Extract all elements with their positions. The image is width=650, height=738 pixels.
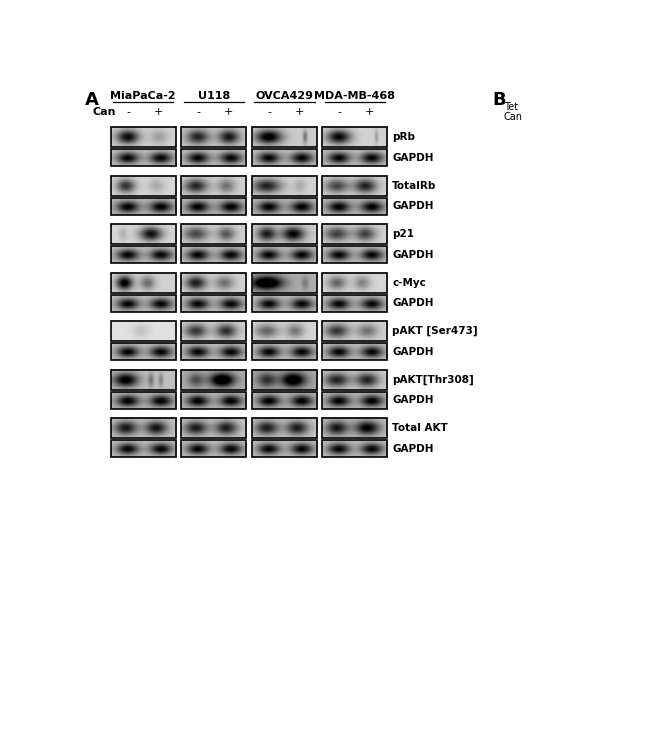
- Bar: [181, 321, 246, 341]
- Bar: [111, 441, 176, 458]
- Bar: [111, 272, 176, 292]
- Bar: [111, 321, 176, 341]
- Text: GAPDH: GAPDH: [392, 250, 434, 260]
- Bar: [252, 321, 317, 341]
- Bar: [252, 343, 317, 360]
- Bar: [181, 127, 246, 147]
- Text: Can: Can: [93, 107, 116, 117]
- Text: GAPDH: GAPDH: [392, 444, 434, 454]
- Bar: [252, 176, 317, 196]
- Text: -: -: [126, 107, 130, 117]
- Text: Total AKT: Total AKT: [392, 423, 448, 433]
- Bar: [111, 149, 176, 166]
- Text: p21: p21: [392, 229, 414, 239]
- Bar: [111, 295, 176, 312]
- Bar: [322, 272, 387, 292]
- Bar: [252, 441, 317, 458]
- Bar: [111, 343, 176, 360]
- Bar: [252, 246, 317, 263]
- Bar: [111, 176, 176, 196]
- Bar: [322, 127, 387, 147]
- Bar: [252, 392, 317, 409]
- Bar: [252, 295, 317, 312]
- Bar: [111, 246, 176, 263]
- Bar: [111, 418, 176, 438]
- Bar: [252, 224, 317, 244]
- Bar: [322, 343, 387, 360]
- Bar: [252, 198, 317, 215]
- Bar: [322, 198, 387, 215]
- Bar: [322, 149, 387, 166]
- Bar: [181, 370, 246, 390]
- Bar: [252, 370, 317, 390]
- Bar: [111, 370, 176, 390]
- Text: pAKT[Thr308]: pAKT[Thr308]: [392, 374, 474, 384]
- Text: Tet: Tet: [504, 103, 518, 112]
- Text: c-Myc: c-Myc: [392, 277, 426, 288]
- Text: A: A: [85, 91, 99, 109]
- Text: TotalRb: TotalRb: [392, 181, 436, 190]
- Text: +: +: [153, 107, 163, 117]
- Text: OVCA429: OVCA429: [255, 91, 313, 101]
- Bar: [111, 392, 176, 409]
- Bar: [322, 321, 387, 341]
- Bar: [111, 224, 176, 244]
- Bar: [322, 246, 387, 263]
- Bar: [181, 246, 246, 263]
- Text: -: -: [267, 107, 271, 117]
- Bar: [181, 176, 246, 196]
- Text: GAPDH: GAPDH: [392, 347, 434, 357]
- Bar: [111, 198, 176, 215]
- Text: Can: Can: [504, 111, 523, 122]
- Bar: [181, 392, 246, 409]
- Text: U118: U118: [198, 91, 230, 101]
- Bar: [322, 176, 387, 196]
- Bar: [252, 418, 317, 438]
- Bar: [111, 127, 176, 147]
- Bar: [181, 295, 246, 312]
- Bar: [322, 224, 387, 244]
- Text: GAPDH: GAPDH: [392, 201, 434, 211]
- Text: MiaPaCa-2: MiaPaCa-2: [111, 91, 176, 101]
- Bar: [322, 392, 387, 409]
- Bar: [322, 418, 387, 438]
- Text: MDA-MB-468: MDA-MB-468: [315, 91, 395, 101]
- Bar: [181, 272, 246, 292]
- Text: GAPDH: GAPDH: [392, 153, 434, 163]
- Text: pRb: pRb: [392, 132, 415, 142]
- Text: +: +: [224, 107, 233, 117]
- Text: -: -: [197, 107, 201, 117]
- Bar: [252, 127, 317, 147]
- Text: pAKT [Ser473]: pAKT [Ser473]: [392, 326, 478, 337]
- Bar: [181, 441, 246, 458]
- Bar: [181, 343, 246, 360]
- Text: +: +: [294, 107, 304, 117]
- Bar: [181, 224, 246, 244]
- Bar: [181, 149, 246, 166]
- Text: GAPDH: GAPDH: [392, 298, 434, 308]
- Bar: [252, 149, 317, 166]
- Bar: [181, 418, 246, 438]
- Text: -: -: [338, 107, 342, 117]
- Text: GAPDH: GAPDH: [392, 396, 434, 405]
- Text: B: B: [492, 91, 506, 109]
- Bar: [322, 441, 387, 458]
- Bar: [181, 198, 246, 215]
- Bar: [322, 370, 387, 390]
- Text: +: +: [365, 107, 374, 117]
- Bar: [252, 272, 317, 292]
- Bar: [322, 295, 387, 312]
